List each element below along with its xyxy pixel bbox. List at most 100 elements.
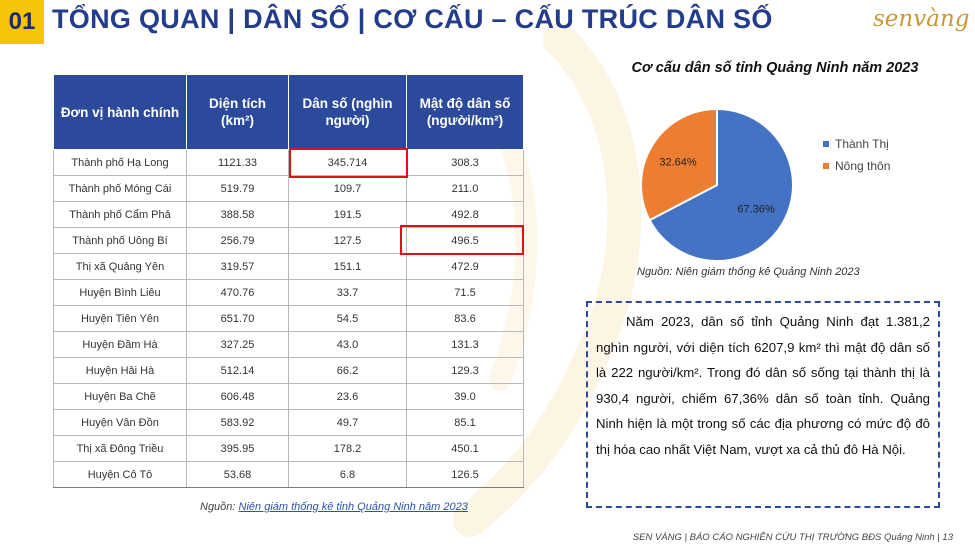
col-header-density: Mật độ dân số (người/km²) xyxy=(406,74,524,150)
table-row: Huyện Vân Đồn 583.92 49.7 85.1 xyxy=(53,409,524,436)
cell-population: 54.5 xyxy=(288,305,407,332)
pie-legend: Thành Thị Nông thôn xyxy=(823,137,890,173)
cell-area: 395.95 xyxy=(186,435,289,462)
cell-area: 651.70 xyxy=(186,305,289,332)
legend-swatch xyxy=(823,141,829,147)
table-row: Huyện Tiên Yên 651.70 54.5 83.6 xyxy=(53,305,524,332)
cell-unit: Huyện Bình Liêu xyxy=(53,279,187,306)
cell-population: 33.7 xyxy=(288,279,407,306)
cell-area: 470.76 xyxy=(186,279,289,306)
legend-swatch xyxy=(823,163,829,169)
legend-label: Nông thôn xyxy=(835,159,890,173)
cell-unit: Huyện Ba Chẽ xyxy=(53,383,187,410)
cell-area: 583.92 xyxy=(186,409,289,436)
cell-density: 83.6 xyxy=(406,305,524,332)
highlight-box-population xyxy=(289,148,408,178)
cell-unit: Huyện Vân Đồn xyxy=(53,409,187,436)
chart-source: Nguồn: Niên giám thống kê Quảng Ninh 202… xyxy=(637,266,860,278)
cell-population: 127.5 xyxy=(288,227,407,254)
pie-data-label: 67.36% xyxy=(737,204,775,216)
cell-density: 129.3 xyxy=(406,357,524,384)
pie-slice-rural xyxy=(640,107,718,222)
cell-unit: Huyện Cô Tô xyxy=(53,461,187,488)
col-header-population: Dân số (nghìn người) xyxy=(288,74,407,150)
table-source: Nguồn: Niên giám thống kê tỉnh Quảng Nin… xyxy=(200,501,468,513)
pie-data-label: 32.64% xyxy=(659,156,697,168)
table-row: Thị xã Đông Triều 395.95 178.2 450.1 xyxy=(53,435,524,462)
table-row: Huyện Ba Chẽ 606.48 23.6 39.0 xyxy=(53,383,524,410)
cell-population: 23.6 xyxy=(288,383,407,410)
cell-density: 492.8 xyxy=(406,201,524,228)
cell-area: 512.14 xyxy=(186,357,289,384)
table-body: Thành phố Hạ Long 1121.33 345.714 308.3 Thàn… xyxy=(53,149,524,488)
legend-label: Thành Thị xyxy=(835,137,889,151)
cell-density: 71.5 xyxy=(406,279,524,306)
table-row: Thành phố Cẩm Phả 388.58 191.5 492.8 xyxy=(53,201,524,228)
cell-unit: Thị xã Đông Triều xyxy=(53,435,187,462)
cell-unit: Thị xã Quảng Yên xyxy=(53,253,187,280)
cell-unit: Huyện Hải Hà xyxy=(53,357,187,384)
cell-unit: Thành phố Cẩm Phả xyxy=(53,201,187,228)
chart-title: Cơ cấu dân số tỉnh Quảng Ninh năm 2023 xyxy=(631,60,919,76)
table-row: Huyện Bình Liêu 470.76 33.7 71.5 xyxy=(53,279,524,306)
cell-density: 308.3 xyxy=(406,149,524,176)
table-source-prefix: Nguồn: xyxy=(200,501,239,513)
cell-density: 450.1 xyxy=(406,435,524,462)
pie-labels: 67.36% 32.64% xyxy=(659,156,774,215)
page-title: TỔNG QUAN | DÂN SỐ | CƠ CẤU – CẤU TRÚC D… xyxy=(52,4,773,34)
cell-area: 319.57 xyxy=(186,253,289,280)
cell-density: 211.0 xyxy=(406,175,524,202)
section-number: 01 xyxy=(0,0,44,44)
cell-density: 472.9 xyxy=(406,253,524,280)
cell-population: 191.5 xyxy=(288,201,407,228)
cell-population: 151.1 xyxy=(288,253,407,280)
cell-unit: Thành phố Uông Bí xyxy=(53,227,187,254)
brand-logo: senvàng xyxy=(873,6,969,32)
cell-density: 85.1 xyxy=(406,409,524,436)
cell-area: 1121.33 xyxy=(186,149,289,176)
summary-box: Năm 2023, dân số tỉnh Quảng Ninh đạt 1.3… xyxy=(586,301,940,508)
cell-unit: Huyện Đầm Hà xyxy=(53,331,187,358)
page-number: 13 xyxy=(942,532,953,543)
col-header-unit: Đơn vị hành chính xyxy=(53,74,187,150)
table-row: Huyện Cô Tô 53.68 6.8 126.5 xyxy=(53,461,524,488)
cell-area: 606.48 xyxy=(186,383,289,410)
table-row: Thành phố Móng Cái 519.79 109.7 211.0 xyxy=(53,175,524,202)
cell-population: 66.2 xyxy=(288,357,407,384)
table-row: Huyện Hải Hà 512.14 66.2 129.3 xyxy=(53,357,524,384)
cell-unit: Huyện Tiên Yên xyxy=(53,305,187,332)
cell-area: 327.25 xyxy=(186,331,289,358)
cell-population: 49.7 xyxy=(288,409,407,436)
page-footer: SEN VÀNG | BÁO CÁO NGHIÊN CỨU THỊ TRƯỜNG… xyxy=(633,532,953,543)
highlight-box-density xyxy=(400,225,524,255)
population-table: Đơn vị hành chính Diện tích (km²) Dân số… xyxy=(53,74,524,488)
pie-slice-urban xyxy=(648,107,794,262)
cell-density: 126.5 xyxy=(406,461,524,488)
cell-area: 519.79 xyxy=(186,175,289,202)
cell-density: 131.3 xyxy=(406,331,524,358)
footer-text: SEN VÀNG | BÁO CÁO NGHIÊN CỨU THỊ TRƯỜNG… xyxy=(632,532,935,543)
cell-area: 388.58 xyxy=(186,201,289,228)
cell-unit: Thành phố Hạ Long xyxy=(53,149,187,176)
cell-population: 6.8 xyxy=(288,461,407,488)
footer-separator: | xyxy=(934,532,943,543)
pie-chart: 67.36% 32.64% Thành Thị Nông thôn xyxy=(640,107,890,262)
col-header-area: Diện tích (km²) xyxy=(186,74,289,150)
table-source-link[interactable]: Niên giám thống kê tỉnh Quảng Ninh năm 2… xyxy=(238,501,468,513)
cell-density: 496.5 xyxy=(406,227,524,254)
cell-population: 178.2 xyxy=(288,435,407,462)
cell-area: 256.79 xyxy=(186,227,289,254)
table-row: Huyện Đầm Hà 327.25 43.0 131.3 xyxy=(53,331,524,358)
cell-unit: Thành phố Móng Cái xyxy=(53,175,187,202)
logo-text: senvàng xyxy=(873,6,970,32)
summary-text: Năm 2023, dân số tỉnh Quảng Ninh đạt 1.3… xyxy=(596,314,930,457)
cell-population: 345.714 xyxy=(288,149,407,176)
table-row: Thành phố Hạ Long 1121.33 345.714 308.3 xyxy=(53,149,524,176)
table-header: Đơn vị hành chính Diện tích (km²) Dân số… xyxy=(53,74,524,150)
cell-area: 53.68 xyxy=(186,461,289,488)
pie-slices xyxy=(640,107,794,262)
cell-population: 109.7 xyxy=(288,175,407,202)
cell-density: 39.0 xyxy=(406,383,524,410)
table-row: Thành phố Uông Bí 256.79 127.5 496.5 xyxy=(53,227,524,254)
table-row: Thị xã Quảng Yên 319.57 151.1 472.9 xyxy=(53,253,524,280)
